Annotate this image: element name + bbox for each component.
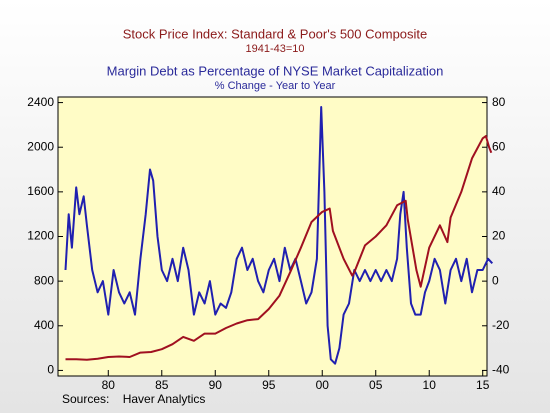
y-tick-label: 0	[47, 363, 54, 377]
series-line	[65, 135, 493, 361]
y-tick-label: 2400	[27, 95, 54, 109]
source: Sources: Haver Analytics	[62, 392, 205, 406]
y-tick-label: 1200	[27, 229, 54, 243]
x-tick-label: 95	[262, 378, 276, 392]
y-tick-label: 1600	[27, 184, 54, 198]
x-tick-label: 00	[316, 378, 330, 392]
x-tick-label: 90	[209, 378, 223, 392]
y2-tick-label: -40	[492, 363, 510, 377]
y2-tick-label: 40	[492, 184, 506, 198]
y2-tick-label: 60	[492, 139, 506, 153]
y2-tick-label: 20	[492, 229, 506, 243]
series-0-subtitle: 1941-43=10	[245, 43, 304, 55]
plot-area	[57, 96, 488, 377]
x-tick-label: 10	[423, 378, 437, 392]
series-1-subtitle: % Change - Year to Year	[215, 80, 336, 92]
x-tick-label: 15	[476, 378, 490, 392]
y-tick-label: 2000	[27, 139, 54, 153]
y-tick-label: 400	[34, 318, 54, 332]
x-tick-label: 80	[102, 378, 116, 392]
y2-tick-label: -20	[492, 318, 510, 332]
x-tick-label: 05	[369, 378, 383, 392]
series-line	[64, 106, 494, 365]
y2-tick-label: 80	[492, 95, 506, 109]
series-1-title: Margin Debt as Percentage of NYSE Market…	[107, 63, 444, 78]
y-tick-label: 800	[34, 273, 54, 287]
y2-tick-label: 0	[492, 273, 499, 287]
series-0-title: Stock Price Index: Standard & Poor's 500…	[123, 26, 428, 41]
x-tick-label: 85	[155, 378, 169, 392]
